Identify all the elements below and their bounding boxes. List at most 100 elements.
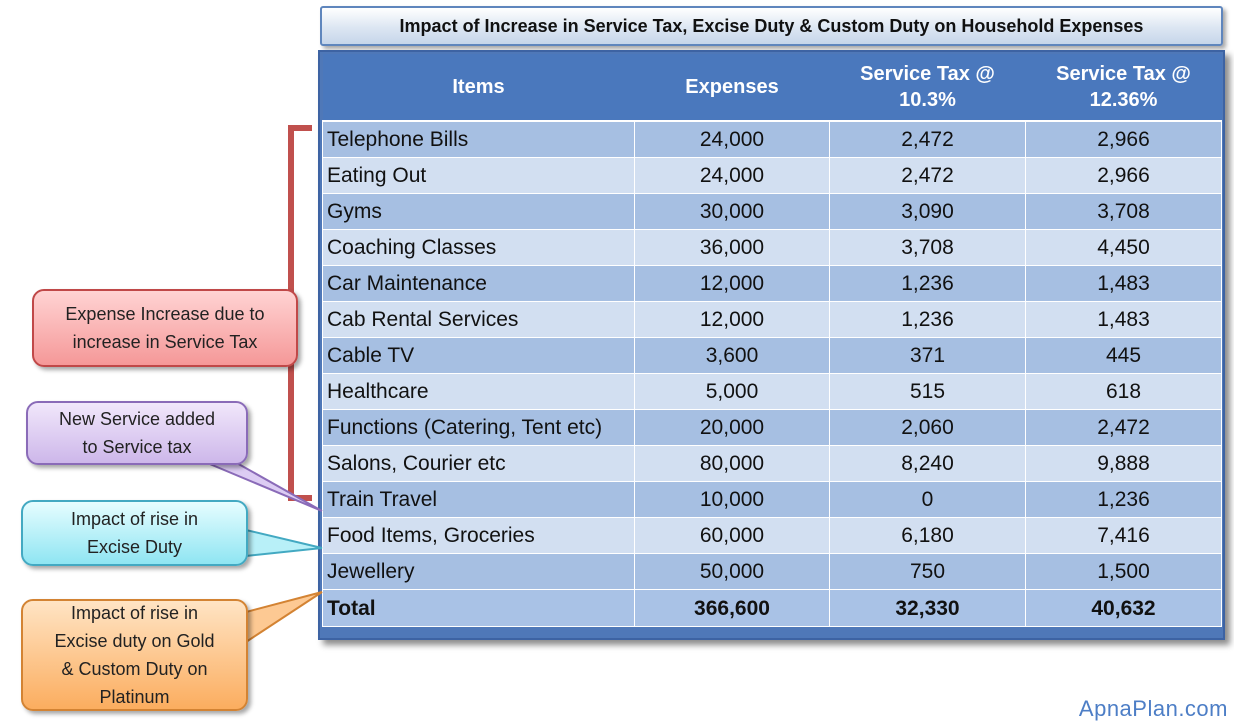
total-expenses: 366,600 [634,589,830,627]
cell-item: Jewellery [322,553,635,590]
cell-tax-12-36: 7,416 [1025,517,1222,554]
table-row: Jewellery 50,000 750 1,500 [322,553,1222,590]
cell-tax-12-36: 618 [1025,373,1222,410]
cell-tax-10-3: 2,472 [829,157,1026,194]
cell-expenses: 80,000 [634,445,830,482]
callout-gold-platinum: Impact of rise in Excise duty on Gold & … [21,599,248,711]
cell-tax-12-36: 445 [1025,337,1222,374]
cell-tax-12-36: 2,472 [1025,409,1222,446]
cell-item: Food Items, Groceries [322,517,635,554]
table-row: Food Items, Groceries 60,000 6,180 7,416 [322,517,1222,554]
cell-tax-12-36: 1,483 [1025,265,1222,302]
cell-tax-12-36: 9,888 [1025,445,1222,482]
total-row: Total 366,600 32,330 40,632 [322,589,1222,627]
table-row: Telephone Bills 24,000 2,472 2,966 [322,120,1222,158]
cell-tax-10-3: 0 [829,481,1026,518]
table-row: Train Travel 10,000 0 1,236 [322,481,1222,518]
cell-expenses: 12,000 [634,301,830,338]
cell-tax-12-36: 3,708 [1025,193,1222,230]
total-tax-10-3: 32,330 [829,589,1026,627]
expense-table: Items Expenses Service Tax @ 10.3% Servi… [322,54,1222,627]
table-row: Healthcare 5,000 515 618 [322,373,1222,410]
cell-expenses: 10,000 [634,481,830,518]
cell-item: Cab Rental Services [322,301,635,338]
callout-text: Excise Duty [86,537,182,557]
table-row: Cab Rental Services 12,000 1,236 1,483 [322,301,1222,338]
cell-tax-10-3: 3,090 [829,193,1026,230]
cell-item: Car Maintenance [322,265,635,302]
cell-tax-12-36: 4,450 [1025,229,1222,266]
cell-tax-10-3: 371 [829,337,1026,374]
table-row: Gyms 30,000 3,090 3,708 [322,193,1222,230]
cell-item: Healthcare [322,373,635,410]
callout-text: Platinum [99,687,170,707]
cell-item: Eating Out [322,157,635,194]
cell-tax-12-36: 1,500 [1025,553,1222,590]
callout-service-tax-increase: Expense Increase due to increase in Serv… [32,289,298,367]
cell-tax-10-3: 1,236 [829,265,1026,302]
table-row: Coaching Classes 36,000 3,708 4,450 [322,229,1222,266]
cell-expenses: 50,000 [634,553,830,590]
cell-tax-12-36: 2,966 [1025,157,1222,194]
table-body: Telephone Bills 24,000 2,472 2,966 Eatin… [322,120,1222,627]
expense-table-container: Items Expenses Service Tax @ 10.3% Servi… [318,50,1225,640]
total-label: Total [322,589,635,627]
excise-duty-pointer [245,528,323,558]
cell-tax-12-36: 1,236 [1025,481,1222,518]
cell-tax-10-3: 8,240 [829,445,1026,482]
cell-tax-10-3: 2,060 [829,409,1026,446]
cell-expenses: 60,000 [634,517,830,554]
cell-expenses: 30,000 [634,193,830,230]
callout-text: Expense Increase due to [65,304,265,324]
callout-text: Excise duty on Gold [54,631,215,651]
cell-expenses: 24,000 [634,157,830,194]
table-row: Eating Out 24,000 2,472 2,966 [322,157,1222,194]
header-tax2-line1: Service Tax @ [1056,63,1191,85]
callout-text: New Service added [58,409,216,429]
cell-expenses: 36,000 [634,229,830,266]
header-expenses: Expenses [634,54,830,122]
header-service-tax-10-3: Service Tax @ 10.3% [829,54,1026,122]
cell-tax-10-3: 3,708 [829,229,1026,266]
cell-item: Telephone Bills [322,120,635,158]
callout-text: Impact of rise in [70,603,199,623]
total-tax-12-36: 40,632 [1025,589,1222,627]
header-tax1-line1: Service Tax @ [860,63,995,85]
cell-tax-10-3: 515 [829,373,1026,410]
table-row: Car Maintenance 12,000 1,236 1,483 [322,265,1222,302]
site-watermark: ApnaPlan.com [1078,696,1228,721]
callout-new-service: New Service added to Service tax [26,401,248,465]
cell-tax-12-36: 2,966 [1025,120,1222,158]
callout-text: to Service tax [82,437,192,457]
cell-tax-10-3: 750 [829,553,1026,590]
table-row: Functions (Catering, Tent etc) 20,000 2,… [322,409,1222,446]
table-title: Impact of Increase in Service Tax, Excis… [320,6,1223,46]
cell-expenses: 24,000 [634,120,830,158]
header-service-tax-12-36: Service Tax @ 12.36% [1025,54,1222,122]
gold-platinum-pointer [245,591,323,644]
cell-item: Functions (Catering, Tent etc) [322,409,635,446]
cell-tax-10-3: 6,180 [829,517,1026,554]
callout-text: increase in Service Tax [72,332,258,352]
cell-expenses: 12,000 [634,265,830,302]
header-tax2-line2: 12.36% [1089,89,1158,111]
cell-item: Cable TV [322,337,635,374]
callout-text: & Custom Duty on [61,659,208,679]
cell-tax-12-36: 1,483 [1025,301,1222,338]
cell-item: Gyms [322,193,635,230]
cell-expenses: 3,600 [634,337,830,374]
cell-item: Train Travel [322,481,635,518]
callout-text: Impact of rise in [70,509,199,529]
cell-expenses: 20,000 [634,409,830,446]
table-header-row: Items Expenses Service Tax @ 10.3% Servi… [322,54,1222,122]
cell-tax-10-3: 1,236 [829,301,1026,338]
cell-expenses: 5,000 [634,373,830,410]
header-items: Items [322,54,635,122]
table-row: Cable TV 3,600 371 445 [322,337,1222,374]
callout-excise-duty: Impact of rise in Excise Duty [21,500,248,566]
table-row: Salons, Courier etc 80,000 8,240 9,888 [322,445,1222,482]
cell-item: Coaching Classes [322,229,635,266]
cell-item: Salons, Courier etc [322,445,635,482]
header-tax1-line2: 10.3% [899,89,956,111]
cell-tax-10-3: 2,472 [829,120,1026,158]
